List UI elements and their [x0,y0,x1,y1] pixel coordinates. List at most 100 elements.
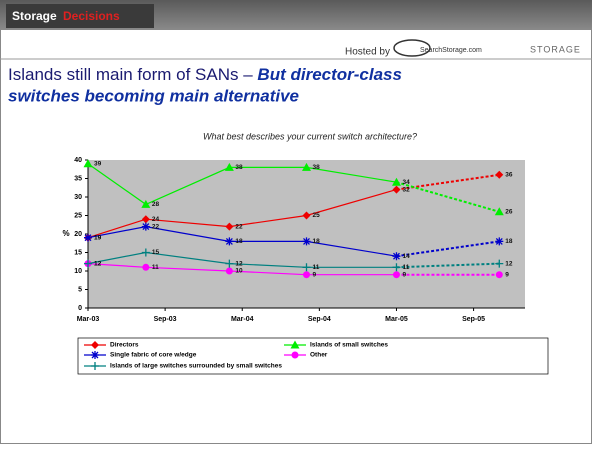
logo-word: Storage [12,9,57,23]
marker [225,259,234,268]
data-label: 28 [152,201,160,208]
legend-marker [91,362,99,370]
chart-title: What best describes your current switch … [203,131,417,141]
y-tick-label: 30 [74,194,82,201]
legend-marker [291,351,299,359]
marker [141,215,150,224]
marker [302,263,311,272]
host-mag: STORAGE [530,44,581,54]
x-tick-label: Sep-05 [462,316,485,323]
marker [392,271,400,279]
data-label: 9 [313,271,317,278]
marker [392,252,401,261]
data-label: 26 [505,209,513,216]
y-tick-label: 40 [74,157,82,164]
data-label: 12 [94,260,102,267]
legend-label: Islands of small switches [310,342,388,349]
data-label: 9 [402,271,406,278]
logo-word: Decisions [63,9,120,23]
data-label: 12 [94,260,102,267]
data-label: 32 [402,186,410,193]
y-tick-label: 35 [74,175,82,182]
data-label: 22 [152,223,160,230]
chart: 0 5 10 15 20 25 30 35 40 Mar-03 Sep-03 Mar-04 Sep-04… [74,157,525,323]
marker [302,162,311,171]
marker [225,267,233,275]
marker [141,199,151,208]
x-tick-label: Sep-04 [308,316,331,323]
title-text: Islands still main form of SANs – [8,65,257,84]
marker [303,271,310,279]
data-label: 24 [152,216,160,223]
projection-line [396,240,500,258]
y-tick-label: 15 [74,249,82,256]
marker [84,259,92,268]
data-label: 14 [402,253,410,260]
y-tick-label: 0 [78,305,82,312]
x-tick-label: Mar-03 [77,316,100,323]
marker [302,237,311,246]
marker [142,263,150,271]
data-label: 18 [505,238,513,245]
marker [392,185,401,194]
legend [77,337,549,375]
marker [495,237,504,246]
marker [302,211,311,220]
data-label: 39 [94,160,102,167]
marker [225,237,234,246]
y-axis-label: % [62,229,69,238]
legend-label: Directors [110,342,139,349]
data-label: 10 [235,268,243,275]
data-label: 11 [152,264,159,271]
legend-marker [91,351,99,359]
x-tick-label: Sep-03 [154,316,177,323]
data-label: 18 [235,238,243,245]
y-tick-label: 5 [78,286,82,293]
host-site: SearchStorage.com [420,47,482,54]
plot-area [88,160,525,308]
title-emphasis-1: But director-class [257,65,402,84]
host-logo-ring [393,39,431,57]
marker [225,222,234,231]
title-emphasis-2: switches becoming main alternative [8,86,299,105]
data-label: 19 [94,234,102,241]
data-label: 18 [313,238,321,245]
marker [494,207,504,216]
marker [495,170,504,179]
data-label: 15 [152,249,160,256]
y-tick-label: 25 [74,212,82,219]
projection-line [396,262,500,269]
marker [392,263,401,272]
data-label: 22 [235,223,243,230]
marker [224,162,234,171]
slide-title: Islands still main form of SANs – But di… [8,65,402,84]
marker [495,271,503,279]
legend-marker [290,340,300,349]
data-label: 19 [94,234,102,241]
data-label: 38 [313,164,321,171]
marker [495,259,504,268]
data-label: 11 [313,264,320,271]
data-label: 9 [505,271,509,278]
data-label: 12 [235,260,243,267]
projection-line [396,181,500,213]
y-tick-label: 20 [74,231,82,238]
marker [83,159,93,168]
legend-label: Islands of large switches surrounded by … [110,363,282,370]
marker [141,248,150,257]
marker [141,222,150,231]
marker [391,177,401,186]
data-label: 11 [402,264,409,271]
data-label: 36 [505,172,513,179]
legend-marker [91,341,99,349]
legend-label: Single fabric of core w/edge [110,352,197,359]
data-label: 34 [402,179,410,186]
logo-box [6,4,154,28]
x-tick-label: Mar-04 [231,316,254,323]
legend-label: Other [310,352,328,359]
marker [84,233,92,242]
x-tick-label: Mar-05 [385,316,408,323]
data-label: 25 [313,212,321,219]
data-label: 38 [235,164,243,171]
